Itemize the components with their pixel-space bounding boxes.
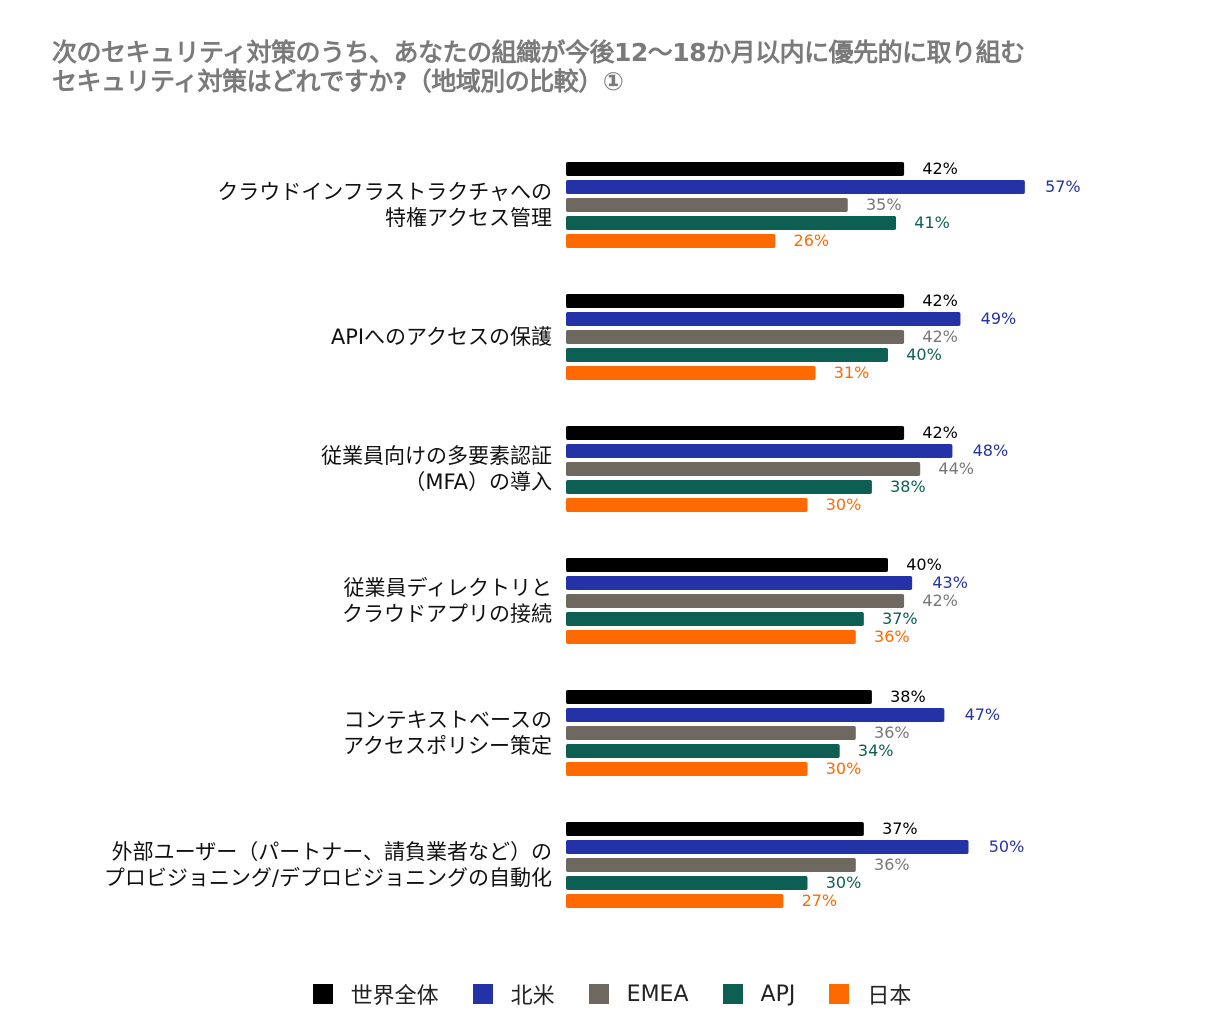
chart-title: 次のセキュリティ対策のうち、あなたの組織が今後12〜18か月以内に優先的に取り組… xyxy=(52,38,1202,96)
bar xyxy=(566,840,969,854)
data-label: 44% xyxy=(938,459,974,478)
bar xyxy=(566,348,888,362)
bar xyxy=(566,180,1025,194)
bar xyxy=(566,498,808,512)
chart-title-line-2: セキュリティ対策はどれですか?（地域別の比較）① xyxy=(52,67,624,96)
bar xyxy=(566,198,848,212)
data-label: 37% xyxy=(882,609,918,628)
data-label: 30% xyxy=(826,873,862,892)
data-label: 37% xyxy=(882,819,918,838)
data-label: 26% xyxy=(794,231,830,250)
legend-item: EMEA xyxy=(588,981,689,1007)
bar-group: 従業員向けの多要素認証（MFA）の導入 42% 48%44% 38% 30% xyxy=(321,423,1008,514)
bar xyxy=(566,822,864,836)
data-label: 31% xyxy=(834,363,870,382)
bar xyxy=(566,612,864,626)
bar xyxy=(566,690,872,704)
legend-swatch xyxy=(472,984,493,1004)
legend-label: 世界全体 xyxy=(350,984,439,1009)
bar xyxy=(566,294,905,308)
bar xyxy=(566,876,808,890)
legend-label: 北米 xyxy=(510,984,555,1009)
data-label: 42% xyxy=(922,159,958,178)
bar xyxy=(566,858,856,872)
data-label: 42% xyxy=(922,423,958,442)
legend-item: APJ xyxy=(722,981,796,1007)
category-label: （MFA）の導入 xyxy=(404,470,552,494)
category-label: 特権アクセス管理 xyxy=(385,206,552,230)
data-label: 38% xyxy=(890,477,926,496)
data-label: 42% xyxy=(922,291,958,310)
bar xyxy=(566,330,905,344)
bar xyxy=(566,744,840,758)
chart-title-line-1: 次のセキュリティ対策のうち、あなたの組織が今後12〜18か月以内に優先的に取り組… xyxy=(52,38,1025,67)
category-label: クラウドアプリの接続 xyxy=(342,602,552,626)
legend-item: 世界全体 xyxy=(312,978,439,1010)
category-label: コンテキストベースの xyxy=(344,708,552,732)
data-label: 36% xyxy=(874,855,910,874)
bar xyxy=(566,558,888,572)
bar xyxy=(566,366,816,380)
data-label: 34% xyxy=(858,741,894,760)
legend-label: APJ xyxy=(760,981,796,1007)
bar xyxy=(566,444,953,458)
category-label: 従業員ディレクトリと xyxy=(343,576,552,600)
category-label: クラウドインフラストラクチャへの xyxy=(217,180,552,204)
data-label: 49% xyxy=(981,309,1017,328)
category-label: 外部ユーザー（パートナー、請負業者など）の xyxy=(112,840,552,864)
category-label: プロビジョニング/デプロビジョニングの自動化 xyxy=(104,866,552,890)
category-label: APIへのアクセスの保護 xyxy=(331,325,552,349)
legend-swatch xyxy=(588,984,609,1004)
bar xyxy=(566,708,945,722)
data-label: 47% xyxy=(965,705,1001,724)
data-label: 30% xyxy=(826,495,862,514)
data-label: 41% xyxy=(914,213,950,232)
bar xyxy=(566,426,905,440)
data-label: 35% xyxy=(866,195,902,214)
legend-item: 日本 xyxy=(829,978,911,1010)
bar xyxy=(566,894,784,908)
data-label: 36% xyxy=(874,627,910,646)
bar xyxy=(566,480,872,494)
bar xyxy=(566,726,856,740)
bar-group: 外部ユーザー（パートナー、請負業者など）のプロビジョニング/デプロビジョニングの… xyxy=(104,819,1024,910)
data-label: 27% xyxy=(802,891,838,910)
category-label: アクセスポリシー策定 xyxy=(343,734,552,758)
data-label: 38% xyxy=(890,687,926,706)
bar xyxy=(566,630,856,644)
bar xyxy=(566,462,921,476)
legend-swatch xyxy=(829,984,850,1004)
data-label: 43% xyxy=(932,573,968,592)
legend-label: EMEA xyxy=(626,981,689,1007)
data-label: 48% xyxy=(973,441,1009,460)
legend-label: 日本 xyxy=(867,984,912,1009)
bar xyxy=(566,594,905,608)
data-label: 36% xyxy=(874,723,910,742)
data-label: 40% xyxy=(906,345,942,364)
legend-swatch xyxy=(312,984,333,1004)
bar xyxy=(566,234,776,248)
data-label: 50% xyxy=(989,837,1025,856)
legend-swatch xyxy=(722,984,743,1004)
category-label: 従業員向けの多要素認証 xyxy=(321,444,552,468)
bar xyxy=(566,216,897,230)
bar xyxy=(566,162,905,176)
data-label: 42% xyxy=(922,591,958,610)
bar xyxy=(566,762,808,776)
data-label: 30% xyxy=(826,759,862,778)
data-label: 42% xyxy=(922,327,958,346)
chart-legend: 世界全体 北米 EMEA APJ 日本 xyxy=(0,978,1224,1010)
data-label: 57% xyxy=(1045,177,1081,196)
bar xyxy=(566,312,961,326)
data-label: 40% xyxy=(906,555,942,574)
legend-item: 北米 xyxy=(472,978,555,1010)
bar xyxy=(566,576,913,590)
